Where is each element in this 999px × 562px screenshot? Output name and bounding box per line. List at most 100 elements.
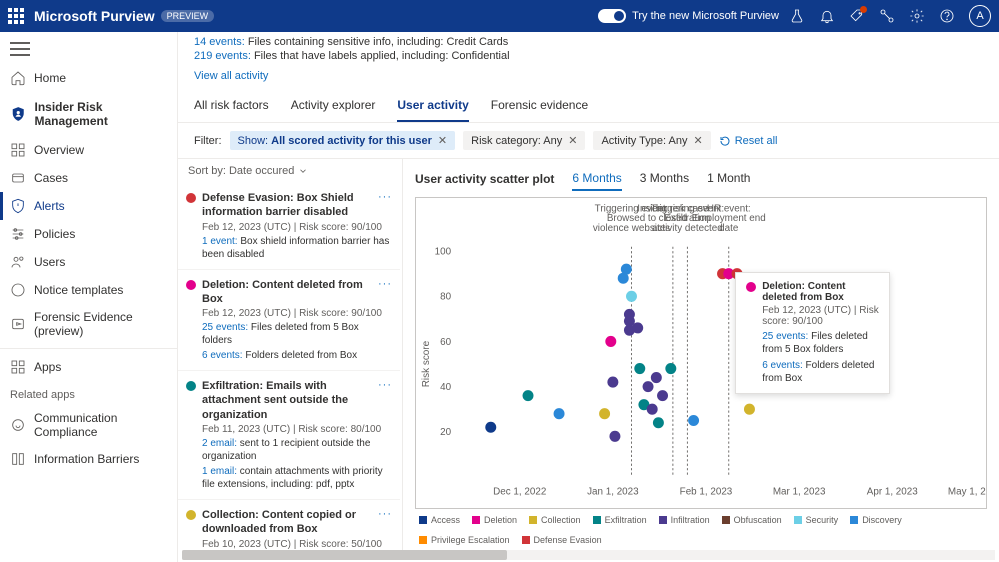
close-icon[interactable]: ✕ bbox=[568, 134, 577, 147]
svg-text:date: date bbox=[719, 223, 739, 234]
summary-line2-text: Files that have labels applied, includin… bbox=[254, 50, 510, 62]
nav-item-alerts[interactable]: Alerts bbox=[0, 192, 177, 220]
activity-list[interactable]: ···Defense Evasion: Box Shield informati… bbox=[178, 183, 402, 550]
activity-dot bbox=[186, 280, 196, 290]
nav-item-notice-templates[interactable]: Notice templates bbox=[0, 276, 177, 304]
nav-item-cases[interactable]: Cases bbox=[0, 164, 177, 192]
svg-text:20: 20 bbox=[440, 427, 451, 438]
svg-text:Dec 1, 2022: Dec 1, 2022 bbox=[493, 487, 547, 498]
filter-show-chip[interactable]: Show: All scored activity for this user✕ bbox=[230, 131, 456, 150]
close-icon[interactable]: ✕ bbox=[438, 134, 447, 147]
related-app-information-barriers[interactable]: Information Barriers bbox=[0, 445, 177, 473]
horizontal-scrollbar[interactable] bbox=[182, 550, 995, 560]
content-tabs: All risk factors Activity explorer User ac… bbox=[178, 88, 999, 123]
settings-icon[interactable] bbox=[909, 8, 925, 24]
more-actions-icon[interactable]: ··· bbox=[378, 379, 392, 391]
nav-icon bbox=[10, 226, 26, 242]
legend-item: Access bbox=[419, 515, 460, 525]
activity-item[interactable]: ···Collection: Content copied or downloa… bbox=[178, 500, 400, 550]
activity-list-column: Sort by: Date occured ···Defense Evasion… bbox=[178, 159, 403, 550]
nav-icon bbox=[10, 254, 26, 270]
nav-item-forensic-evidence-preview-[interactable]: Forensic Evidence (preview) bbox=[0, 304, 177, 344]
svg-text:activity detected: activity detected bbox=[652, 223, 723, 234]
app-header: Microsoft Purview PREVIEW Try the new Mi… bbox=[0, 0, 999, 32]
related-apps-header: Related apps bbox=[0, 381, 177, 405]
legend-item: Infiltration bbox=[659, 515, 710, 525]
nav-apps[interactable]: Apps bbox=[0, 348, 177, 381]
nav-icon bbox=[10, 170, 26, 186]
summary-line2-count[interactable]: 219 events: bbox=[194, 50, 251, 62]
filter-bar: Filter: Show: All scored activity for th… bbox=[178, 123, 999, 159]
nav-section-irm[interactable]: Insider Risk Management bbox=[0, 92, 177, 136]
activity-item[interactable]: ···Deletion: Content deleted from BoxFeb… bbox=[178, 270, 400, 372]
legend-item: Privilege Escalation bbox=[419, 535, 510, 545]
activity-meta: Feb 12, 2023 (UTC) | Risk score: 90/100 bbox=[202, 308, 390, 319]
nav-icon bbox=[10, 142, 26, 158]
svg-text:Mar 1, 2023: Mar 1, 2023 bbox=[773, 487, 826, 498]
summary-line1-text: Files containing sensitive info, includi… bbox=[248, 36, 508, 48]
filter-risk-category-chip[interactable]: Risk category: Any✕ bbox=[463, 131, 585, 150]
svg-text:Risk score: Risk score bbox=[421, 340, 432, 387]
nav-item-label: Alerts bbox=[34, 199, 65, 213]
flask-icon[interactable] bbox=[789, 8, 805, 24]
svg-text:80: 80 bbox=[440, 292, 451, 303]
legend-item: Defense Evasion bbox=[522, 535, 602, 545]
related-label: Communication Compliance bbox=[34, 411, 167, 439]
svg-text:Jan 1, 2023: Jan 1, 2023 bbox=[587, 487, 639, 498]
activity-title: Exfiltration: Emails with attachment sen… bbox=[202, 379, 390, 422]
nav-apps-label: Apps bbox=[34, 360, 61, 374]
close-icon[interactable]: ✕ bbox=[693, 134, 702, 147]
nav-home[interactable]: Home bbox=[0, 64, 177, 92]
nav-item-users[interactable]: Users bbox=[0, 248, 177, 276]
tab-user-activity[interactable]: User activity bbox=[397, 88, 468, 122]
legend-item: Collection bbox=[529, 515, 581, 525]
related-app-communication-compliance[interactable]: Communication Compliance bbox=[0, 405, 177, 445]
menu-toggle-icon[interactable] bbox=[10, 42, 30, 56]
notification-icon[interactable] bbox=[819, 8, 835, 24]
tag-icon[interactable] bbox=[849, 8, 865, 24]
activity-title: Collection: Content copied or downloaded… bbox=[202, 508, 390, 537]
more-actions-icon[interactable]: ··· bbox=[378, 191, 392, 203]
nav-item-overview[interactable]: Overview bbox=[0, 136, 177, 164]
tab-all-risk-factors[interactable]: All risk factors bbox=[194, 88, 269, 122]
filter-label: Filter: bbox=[194, 135, 222, 147]
activity-item[interactable]: ···Exfiltration: Emails with attachment … bbox=[178, 371, 400, 500]
scatter-plot[interactable]: 20406080100Risk scoreDec 1, 2022Jan 1, 2… bbox=[415, 197, 987, 509]
reset-all-button[interactable]: Reset all bbox=[719, 135, 778, 147]
nav-item-label: Policies bbox=[34, 227, 75, 241]
nav-icon bbox=[10, 316, 26, 332]
svg-text:60: 60 bbox=[440, 337, 451, 348]
activity-item[interactable]: ···Defense Evasion: Box Shield informati… bbox=[178, 183, 400, 270]
more-actions-icon[interactable]: ··· bbox=[378, 508, 392, 520]
range-3-months[interactable]: 3 Months bbox=[640, 167, 689, 191]
filter-activity-type-chip[interactable]: Activity Type: Any✕ bbox=[593, 131, 710, 150]
nav-icon bbox=[10, 198, 26, 214]
activity-meta: Feb 11, 2023 (UTC) | Risk score: 80/100 bbox=[202, 424, 390, 435]
nav-home-label: Home bbox=[34, 71, 66, 85]
more-actions-icon[interactable]: ··· bbox=[378, 278, 392, 290]
legend-item: Security bbox=[794, 515, 839, 525]
nav-item-policies[interactable]: Policies bbox=[0, 220, 177, 248]
connector-icon[interactable] bbox=[879, 8, 895, 24]
app-launcher-icon[interactable] bbox=[8, 8, 24, 24]
activity-meta: Feb 12, 2023 (UTC) | Risk score: 90/100 bbox=[202, 222, 390, 233]
activity-title: Deletion: Content deleted from Box bbox=[202, 278, 390, 307]
summary-line1-count[interactable]: 14 events: bbox=[194, 36, 245, 48]
toggle-new-purview[interactable] bbox=[598, 9, 626, 23]
shield-person-icon bbox=[10, 105, 26, 123]
sort-by-dropdown[interactable]: Sort by: Date occured bbox=[178, 159, 402, 183]
user-avatar[interactable]: A bbox=[969, 5, 991, 27]
range-1-month[interactable]: 1 Month bbox=[707, 167, 750, 191]
view-all-activity-link[interactable]: View all activity bbox=[178, 66, 999, 88]
range-6-months[interactable]: 6 Months bbox=[572, 167, 621, 191]
nav-section-label: Insider Risk Management bbox=[34, 100, 167, 128]
apps-icon bbox=[10, 359, 26, 375]
summary-links: 14 events: Files containing sensitive in… bbox=[178, 32, 999, 66]
help-icon[interactable] bbox=[939, 8, 955, 24]
related-icon bbox=[10, 451, 26, 467]
activity-dot bbox=[186, 510, 196, 520]
try-text: Try the new Microsoft Purview bbox=[632, 10, 779, 22]
chart-column: User activity scatter plot 6 Months3 Mon… bbox=[403, 159, 999, 550]
tab-forensic-evidence[interactable]: Forensic evidence bbox=[491, 88, 588, 122]
tab-activity-explorer[interactable]: Activity explorer bbox=[291, 88, 376, 122]
